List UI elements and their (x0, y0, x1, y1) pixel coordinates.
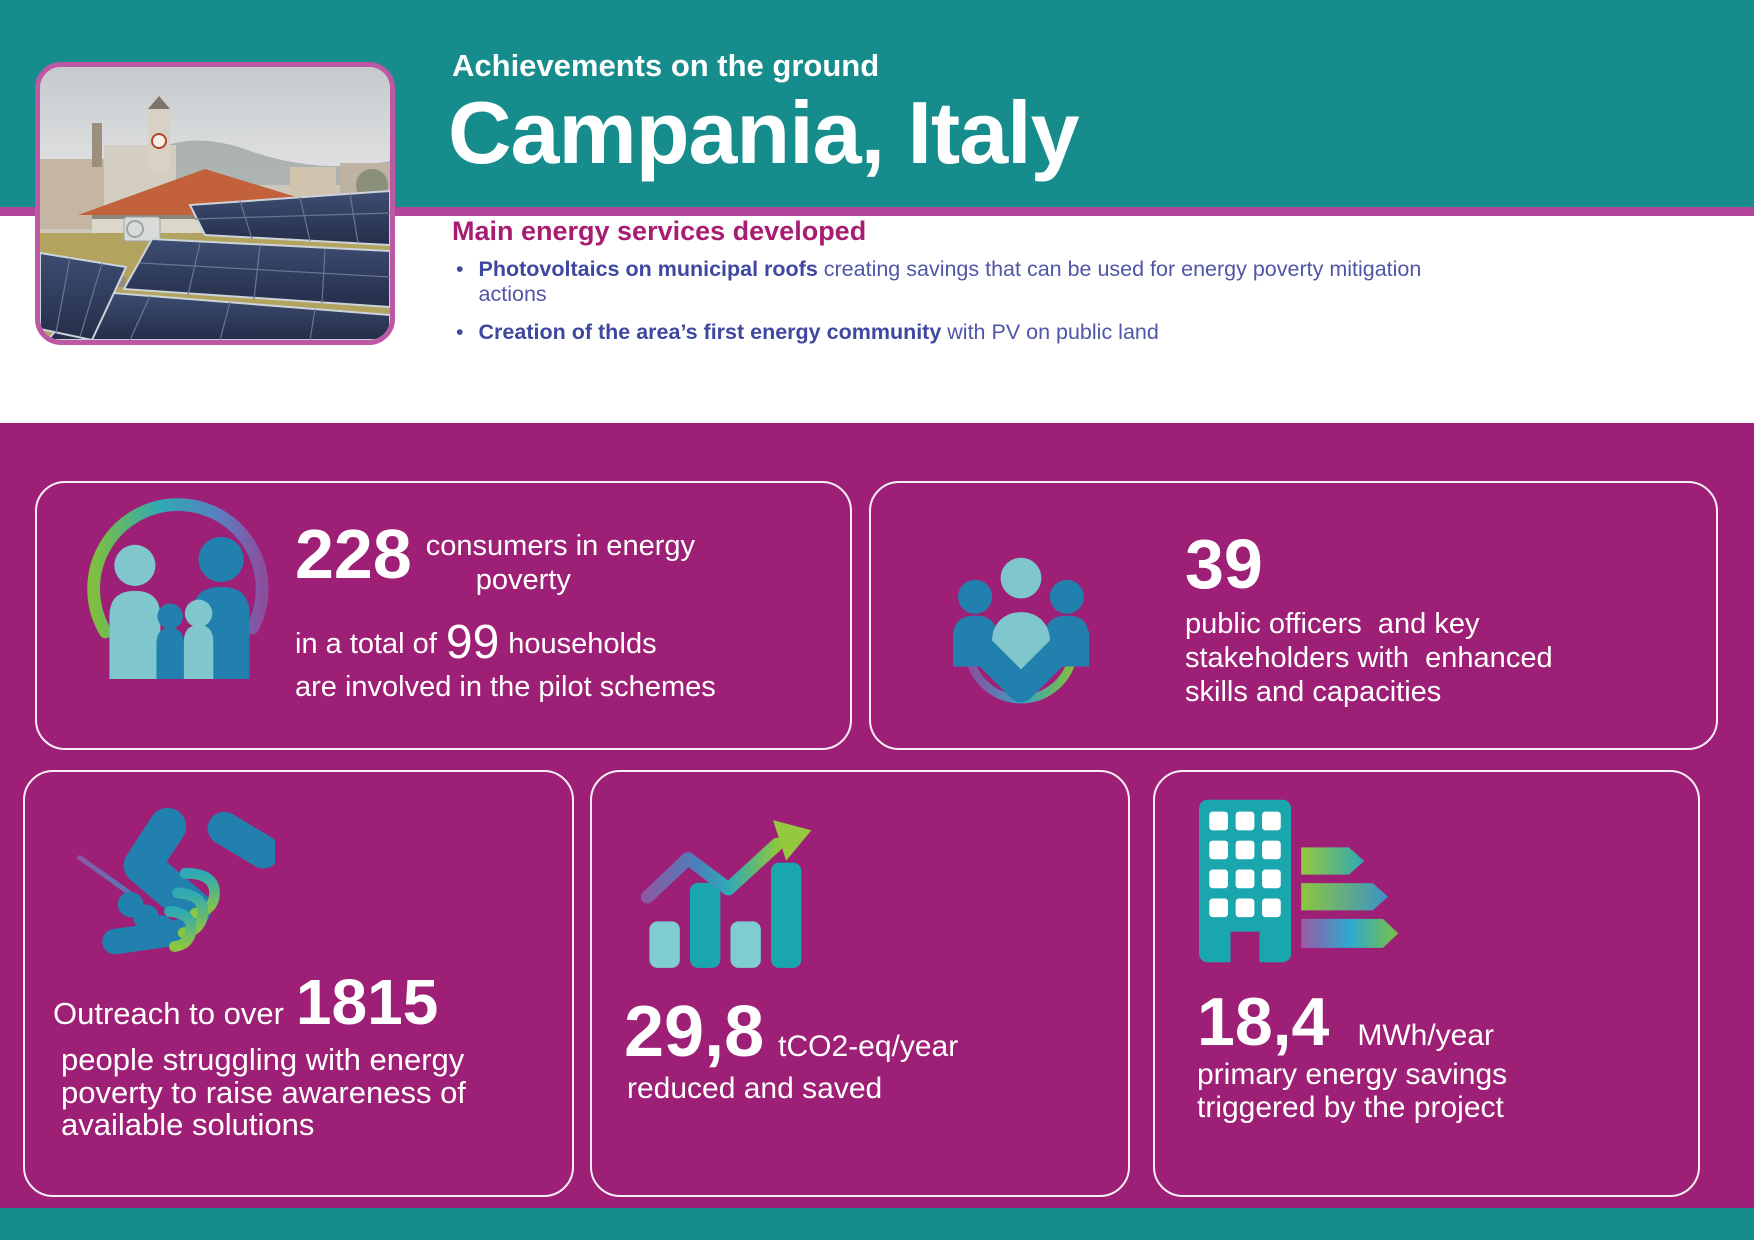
services-heading: Main energy services developed (452, 216, 867, 246)
stats-background-band (0, 423, 1754, 1208)
outreach-label: people struggling with energy poverty to… (61, 1042, 466, 1142)
growth-chart-icon (640, 814, 825, 976)
outreach-prefix: Outreach to over (53, 996, 284, 1031)
energy-value: 18,4 (1197, 984, 1330, 1060)
energy-unit: MWh/year (1357, 1019, 1495, 1052)
stat-card-officers: 39 public officers and key stakeholders … (869, 481, 1718, 750)
bullet-text: Photovoltaics on municipal roofs creatin… (478, 257, 1422, 306)
service-bullet-energy-community: • Creation of the area’s first energy co… (456, 320, 1446, 345)
stat-card-co2: 29,8 tCO2-eq/year reduced and saved (590, 770, 1130, 1197)
consumers-stat: 228 consumers in energy poverty (295, 519, 695, 597)
stat-card-consumers: 228 consumers in energy poverty in a tot… (35, 481, 852, 750)
service-bullet-photovoltaics: • Photovoltaics on municipal roofs creat… (456, 257, 1446, 307)
bullet-text: Creation of the area’s first energy comm… (478, 320, 1159, 344)
stat-card-outreach: Outreach to over 1815 people struggling … (23, 770, 574, 1197)
co2-label: reduced and saved (627, 1072, 883, 1105)
bullet-dot-icon: • (456, 320, 464, 344)
solar-panels-photo-illustration (40, 67, 390, 340)
services-bullet-list: • Photovoltaics on municipal roofs creat… (456, 257, 1446, 358)
bullet-dot-icon: • (456, 257, 464, 281)
pink-divider-line (0, 207, 1754, 216)
footer-band (0, 1208, 1754, 1240)
solar-panels-photo (35, 62, 395, 345)
family-icon (72, 487, 284, 679)
building-energy-rating-icon (1197, 798, 1402, 964)
officers-value: 39 (1185, 525, 1263, 603)
community-people-icon (931, 539, 1111, 709)
consumers-label: consumers in energy poverty (425, 530, 695, 596)
header-kicker: Achievements on the ground (452, 48, 880, 83)
outreach-stat: Outreach to over 1815 (53, 970, 438, 1034)
handshake-icon (70, 804, 275, 966)
outreach-value: 1815 (295, 966, 439, 1038)
co2-unit: tCO2-eq/year (778, 1030, 959, 1063)
households-detail: in a total of 99 households are involved i… (295, 616, 716, 704)
households-value: 99 (445, 616, 500, 669)
consumers-value: 228 (295, 515, 412, 593)
officers-label: public officers and key stakeholders wit… (1185, 608, 1553, 708)
energy-stat: 18,4 MWh/year (1197, 988, 1494, 1056)
page-title: Campania, Italy (448, 83, 1080, 182)
stat-card-energy-savings: 18,4 MWh/year primary energy savings tri… (1153, 770, 1700, 1197)
co2-value: 29,8 (624, 992, 765, 1072)
energy-label: primary energy savings triggered by the … (1197, 1058, 1508, 1124)
co2-stat: 29,8 tCO2-eq/year (624, 996, 958, 1068)
